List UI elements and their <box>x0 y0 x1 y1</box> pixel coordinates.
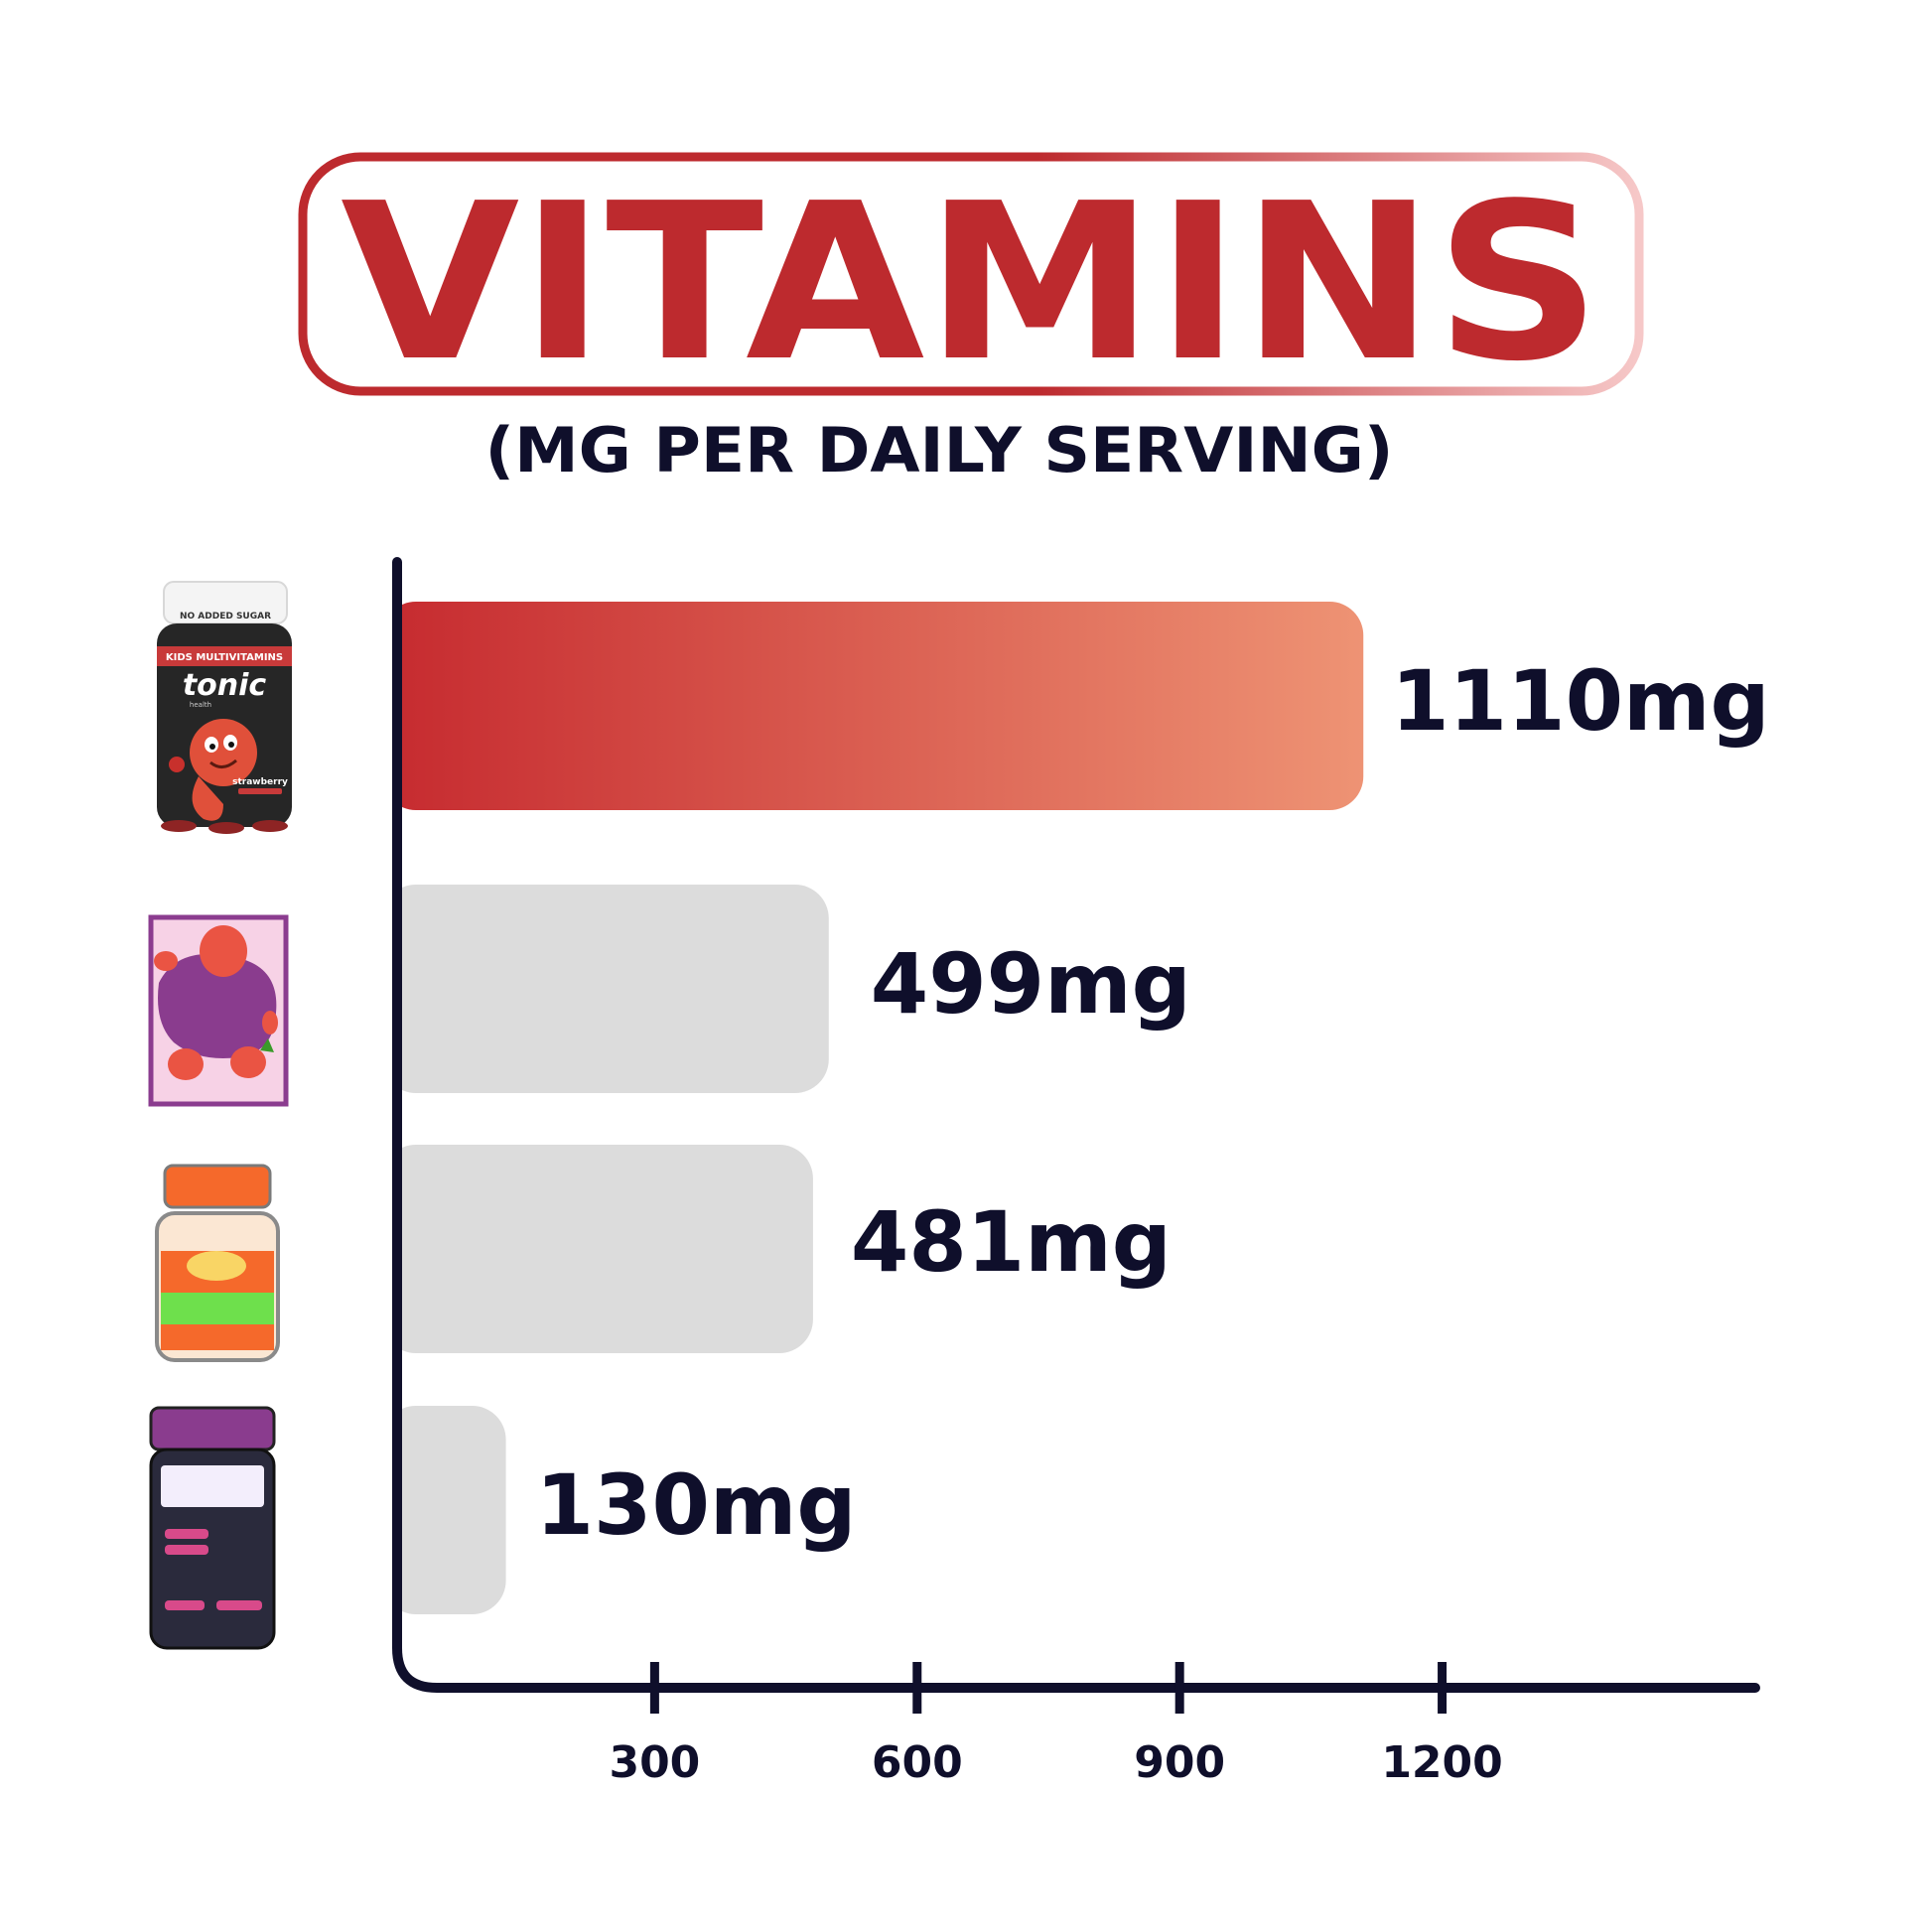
cap-label: NO ADDED SUGAR <box>180 612 271 621</box>
orange-jar-icon <box>155 1164 280 1362</box>
bar-3 <box>382 1145 813 1353</box>
x-tick-label-900: 900 <box>1134 1737 1225 1788</box>
x-ticks-group <box>649 1662 1448 1714</box>
value-label-1: 1110mg <box>1391 652 1769 750</box>
tonic-jar-icon: NO ADDED SUGAR KIDS MULTIVITAMINS tonic … <box>157 581 292 834</box>
axis-line <box>392 557 1760 1693</box>
band-label: KIDS MULTIVITAMINS <box>166 652 283 663</box>
axis-mask <box>357 576 397 1648</box>
x-tick-label-600: 600 <box>872 1737 963 1788</box>
title-frame <box>298 152 1644 396</box>
bar-4 <box>382 1406 506 1614</box>
gummy-pack-icon <box>148 914 289 1107</box>
x-tick-labels-group: 300 600 900 1200 <box>609 1737 1502 1788</box>
value-label-3: 481mg <box>851 1193 1172 1291</box>
value-label-4: 130mg <box>536 1456 857 1554</box>
x-tick-label-300: 300 <box>609 1737 700 1788</box>
chart-title: VITAMINS <box>341 158 1601 409</box>
brand-logo: tonic <box>183 668 267 703</box>
chart-subtitle: (MG PER DAILY SERVING) <box>485 414 1394 486</box>
bar-2 <box>382 885 829 1093</box>
x-tick-label-1200: 1200 <box>1381 1737 1502 1788</box>
bars-group <box>357 576 1364 1648</box>
bar-1 <box>382 602 1364 810</box>
flavour-label: strawberry <box>232 777 288 787</box>
purple-jar-icon <box>149 1406 276 1650</box>
value-labels-group: 1110mg 499mg 481mg 130mg <box>536 652 1770 1554</box>
value-label-2: 499mg <box>871 935 1191 1033</box>
brand-sub: health <box>190 701 211 709</box>
